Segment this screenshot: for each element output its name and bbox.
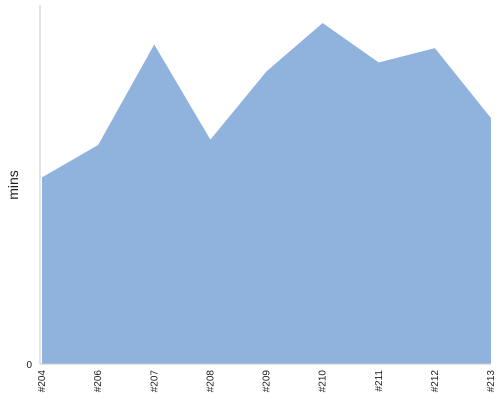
axes xyxy=(39,5,491,365)
x-tick-label: #206 xyxy=(93,370,104,393)
x-tick-label: #204 xyxy=(37,370,48,393)
x-tick-label: #210 xyxy=(318,370,329,393)
plot-area xyxy=(42,22,491,364)
x-tick-label: #213 xyxy=(486,370,497,393)
x-tick-label: #212 xyxy=(430,370,441,393)
series-area xyxy=(42,22,491,364)
y-axis-ticks: 0 xyxy=(26,360,32,371)
y-axis-title: mins xyxy=(5,170,21,200)
x-axis-ticks: #204 #206 #207 #208 #209 #210 #211 #212 #213 xyxy=(37,370,497,393)
y-tick-label: 0 xyxy=(26,360,32,371)
x-tick-label: #211 xyxy=(374,370,385,392)
x-tick-label: #209 xyxy=(262,370,273,393)
x-tick-label: #207 xyxy=(149,370,160,393)
x-tick-label: #208 xyxy=(205,370,216,393)
